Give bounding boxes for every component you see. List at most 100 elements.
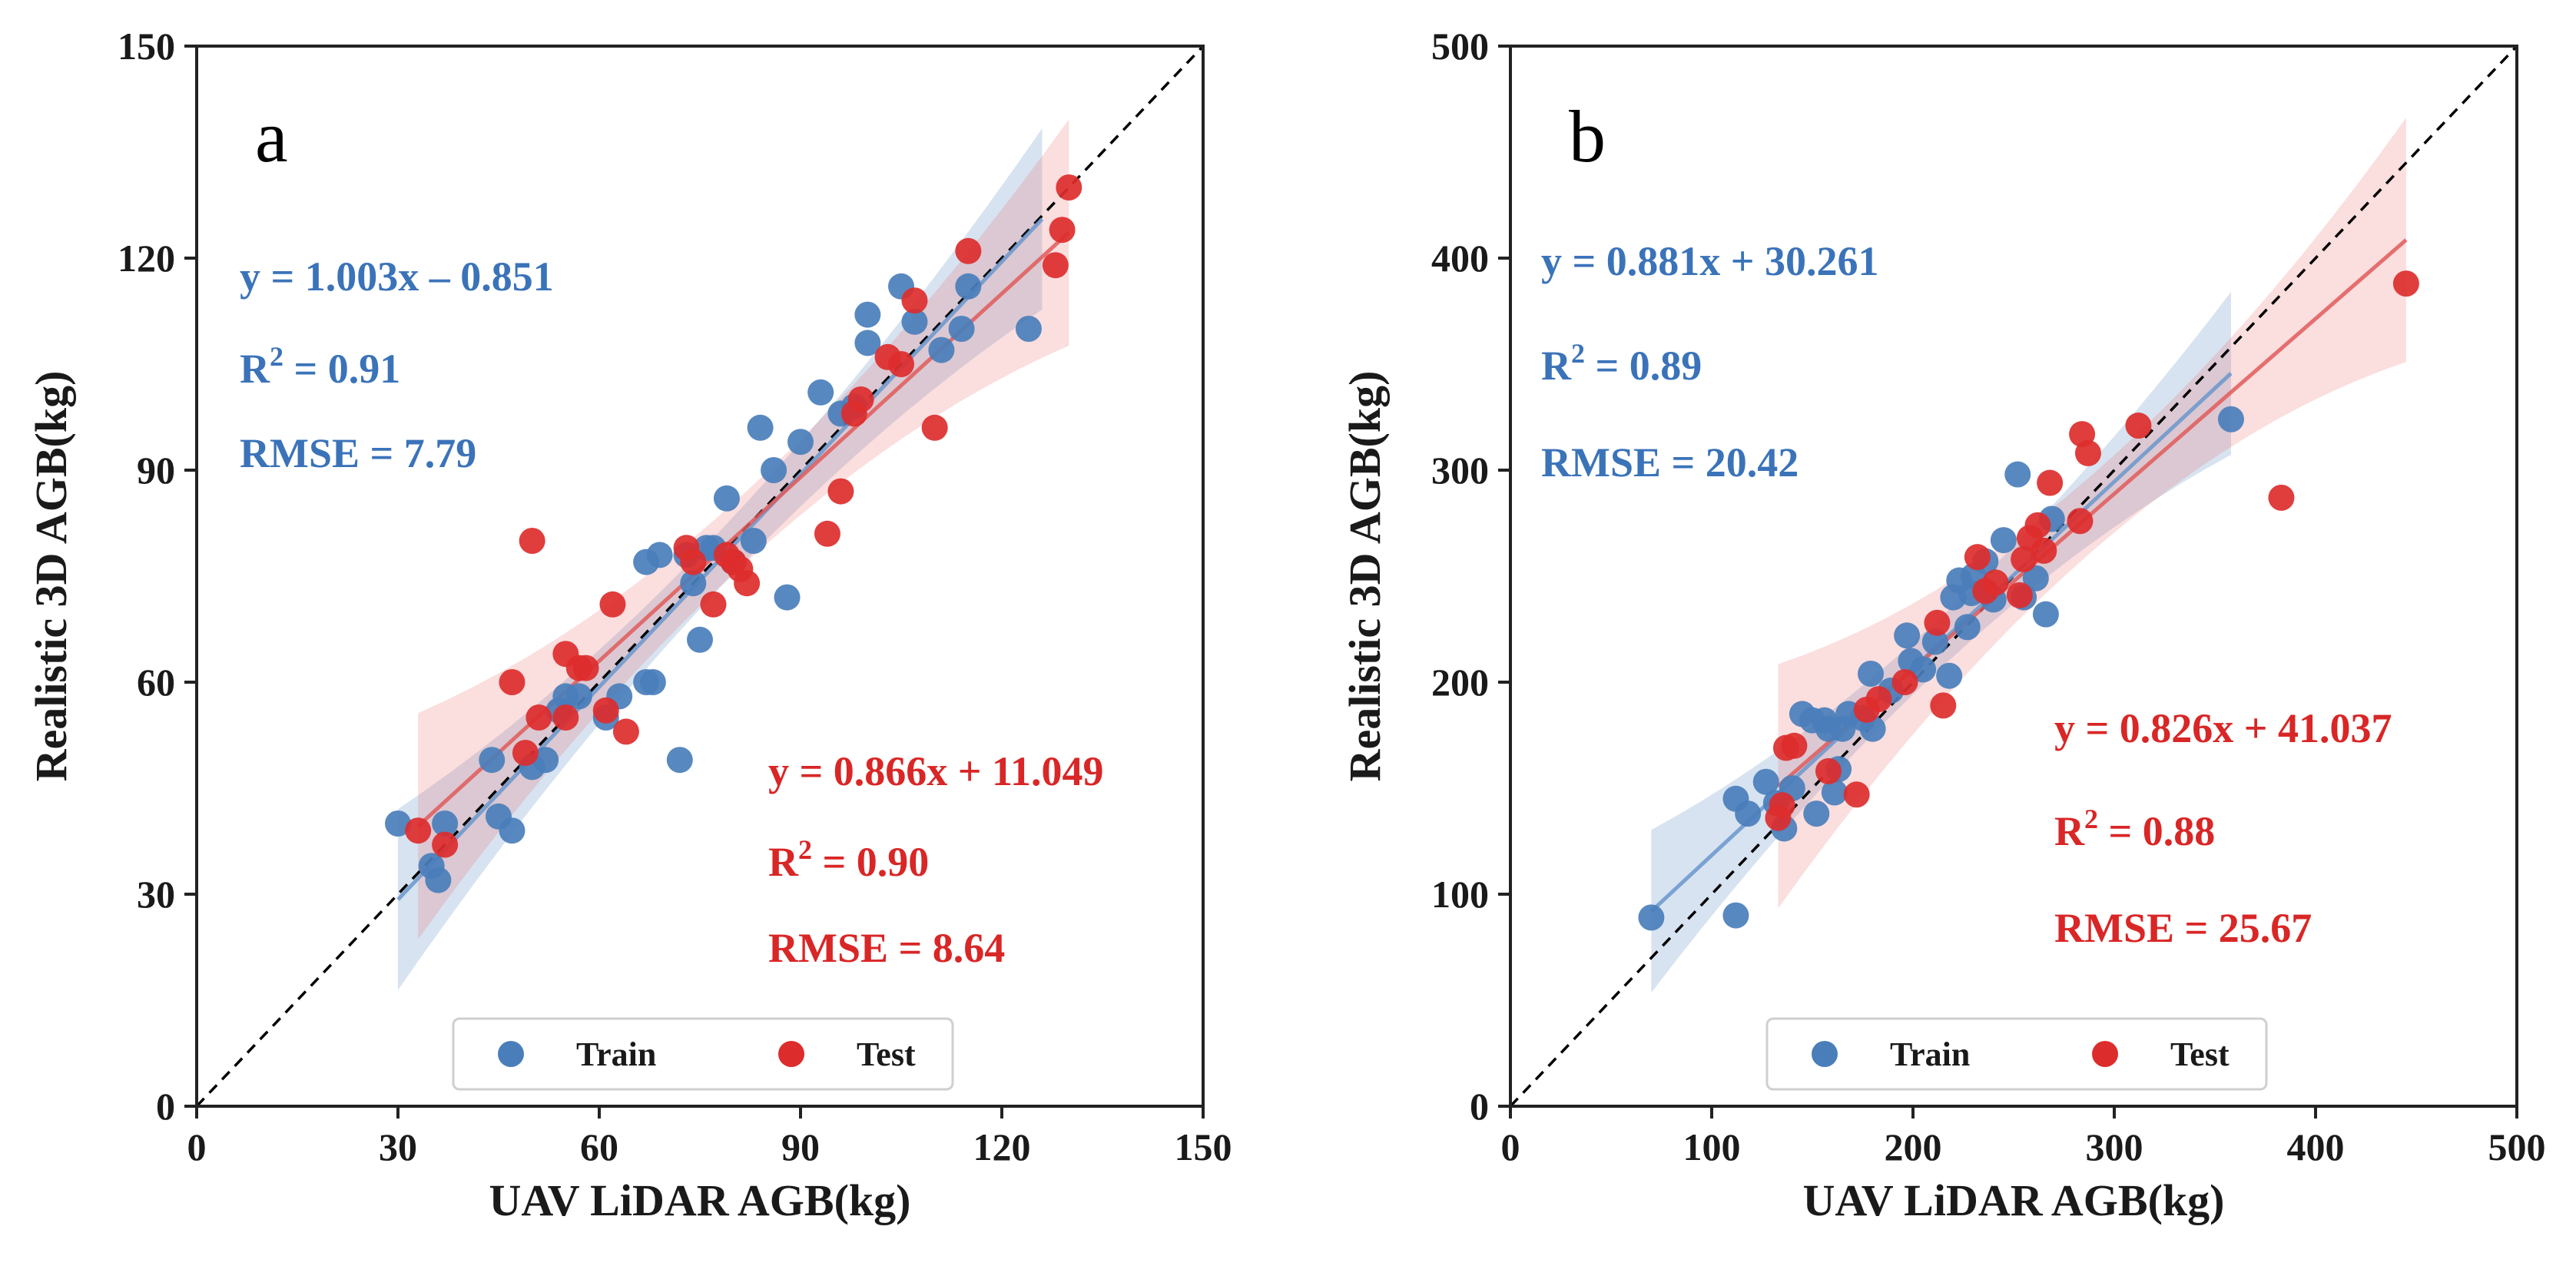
data-point-test bbox=[1781, 732, 1808, 759]
data-point-test bbox=[700, 591, 727, 618]
legend-label-train: Train bbox=[576, 1036, 656, 1073]
plot-area bbox=[197, 46, 1203, 1106]
data-point-test bbox=[499, 669, 525, 695]
data-point-train bbox=[639, 669, 666, 695]
data-point-test bbox=[921, 414, 948, 441]
data-point-test bbox=[955, 237, 982, 264]
data-point-train bbox=[532, 747, 559, 774]
data-point-train bbox=[2032, 601, 2059, 628]
data-point-test bbox=[432, 831, 459, 858]
series-test bbox=[1765, 270, 2419, 831]
data-point-test bbox=[612, 718, 639, 745]
x-tick-label: 120 bbox=[973, 1125, 1031, 1168]
data-point-test bbox=[1843, 781, 1870, 808]
data-point-test bbox=[1891, 669, 1918, 695]
test-equation: y = 0.826x + 41.037 bbox=[2054, 705, 2392, 751]
y-tick-label: 400 bbox=[1431, 237, 1489, 280]
y-tick-label: 60 bbox=[137, 661, 175, 704]
y-axis-label: Realistic 3D AGB(kg) bbox=[1340, 371, 1390, 782]
x-tick-label: 30 bbox=[379, 1125, 417, 1168]
data-point-test bbox=[1049, 217, 1076, 244]
data-point-test bbox=[888, 351, 914, 377]
data-point-test bbox=[901, 287, 928, 314]
data-point-test bbox=[1769, 792, 1795, 819]
test-equation: y = 0.866x + 11.049 bbox=[768, 748, 1104, 794]
data-point-train bbox=[901, 308, 928, 335]
data-point-test bbox=[1042, 252, 1069, 279]
test-rmse: RMSE = 8.64 bbox=[768, 925, 1005, 971]
x-axis-label: UAV LiDAR AGB(kg) bbox=[1803, 1175, 2225, 1225]
plot-area bbox=[1510, 46, 2517, 1106]
data-point-train bbox=[787, 429, 814, 456]
legend: Train Test bbox=[452, 1017, 954, 1091]
data-point-train bbox=[1735, 800, 1762, 827]
data-point-test bbox=[1815, 757, 1842, 784]
data-point-test bbox=[720, 548, 747, 575]
test-r-squared: R2 = 0.90 bbox=[768, 834, 929, 885]
data-point-train bbox=[1821, 779, 1848, 806]
data-point-train bbox=[425, 867, 452, 893]
data-point-test bbox=[2037, 469, 2064, 496]
data-point-train bbox=[1857, 660, 1884, 687]
data-point-train bbox=[1638, 904, 1665, 931]
data-point-train bbox=[646, 542, 673, 568]
data-point-test bbox=[2011, 545, 2037, 572]
test-annotation: y = 0.826x + 41.037 R2 = 0.88 RMSE = 25.67 bbox=[2054, 705, 2392, 951]
data-point-train bbox=[1990, 527, 2017, 554]
data-point-test bbox=[1930, 692, 1957, 719]
legend-label-test: Test bbox=[857, 1036, 916, 1073]
data-point-train bbox=[1803, 800, 1830, 827]
data-point-test bbox=[2125, 413, 2152, 439]
data-point-train bbox=[854, 301, 881, 328]
data-point-train bbox=[955, 273, 982, 300]
legend-label-train: Train bbox=[1890, 1036, 1970, 1073]
data-point-train bbox=[687, 626, 713, 653]
data-point-test bbox=[519, 528, 545, 554]
test-annotation: y = 0.866x + 11.049 R2 = 0.90 RMSE = 8.64 bbox=[768, 748, 1104, 971]
y-tick-label: 30 bbox=[137, 873, 175, 916]
data-point-test bbox=[1924, 609, 1951, 636]
y-tick-label: 150 bbox=[118, 25, 175, 68]
data-point-test bbox=[1982, 569, 2009, 596]
data-point-train bbox=[807, 379, 834, 406]
data-point-test bbox=[2067, 508, 2094, 535]
data-point-train bbox=[1799, 707, 1825, 734]
data-point-train bbox=[552, 683, 579, 710]
data-point-train bbox=[2217, 406, 2244, 432]
data-point-train bbox=[761, 457, 787, 483]
data-point-train bbox=[1752, 768, 1779, 795]
data-point-test bbox=[2031, 537, 2057, 564]
data-point-test bbox=[847, 386, 874, 413]
y-tick-label: 500 bbox=[1431, 25, 1489, 68]
plot-frame bbox=[1509, 45, 2518, 1108]
data-point-test bbox=[1865, 686, 1892, 713]
y-tick-label: 90 bbox=[137, 449, 175, 492]
data-point-test bbox=[734, 570, 761, 597]
data-point-test bbox=[827, 478, 854, 505]
train-annotation: y = 0.881x + 30.261 R2 = 0.89 RMSE = 20.42 bbox=[1541, 238, 1879, 486]
y-axis-label: Realistic 3D AGB(kg) bbox=[26, 371, 76, 782]
data-point-test bbox=[2024, 512, 2051, 539]
data-point-train bbox=[1936, 662, 1963, 689]
x-tick-label: 150 bbox=[1175, 1125, 1232, 1168]
data-point-train bbox=[747, 414, 774, 441]
data-point-test bbox=[525, 704, 552, 731]
series-test bbox=[405, 174, 1082, 858]
x-tick-label: 0 bbox=[187, 1125, 207, 1168]
data-point-test bbox=[2392, 270, 2419, 297]
data-point-train bbox=[713, 485, 740, 512]
y-tick-label: 0 bbox=[156, 1085, 175, 1128]
data-point-test bbox=[552, 704, 579, 731]
data-point-train bbox=[432, 810, 459, 837]
train-annotation: y = 1.003x – 0.851 R2 = 0.91 RMSE = 7.79 bbox=[240, 254, 554, 476]
data-point-train bbox=[1015, 316, 1042, 342]
data-point-test bbox=[405, 817, 432, 844]
x-tick-label: 60 bbox=[580, 1125, 618, 1168]
y-tick-label: 0 bbox=[1470, 1085, 1489, 1128]
legend-box bbox=[452, 1017, 954, 1091]
train-equation: y = 1.003x – 0.851 bbox=[240, 254, 554, 300]
data-point-train bbox=[1954, 614, 1981, 641]
train-rmse: RMSE = 20.42 bbox=[1541, 439, 1799, 486]
chart-panel-b: 0 100 200 300 400 500 0 100 200 300 400 500 UAV LiDA… bbox=[1340, 25, 2546, 1225]
